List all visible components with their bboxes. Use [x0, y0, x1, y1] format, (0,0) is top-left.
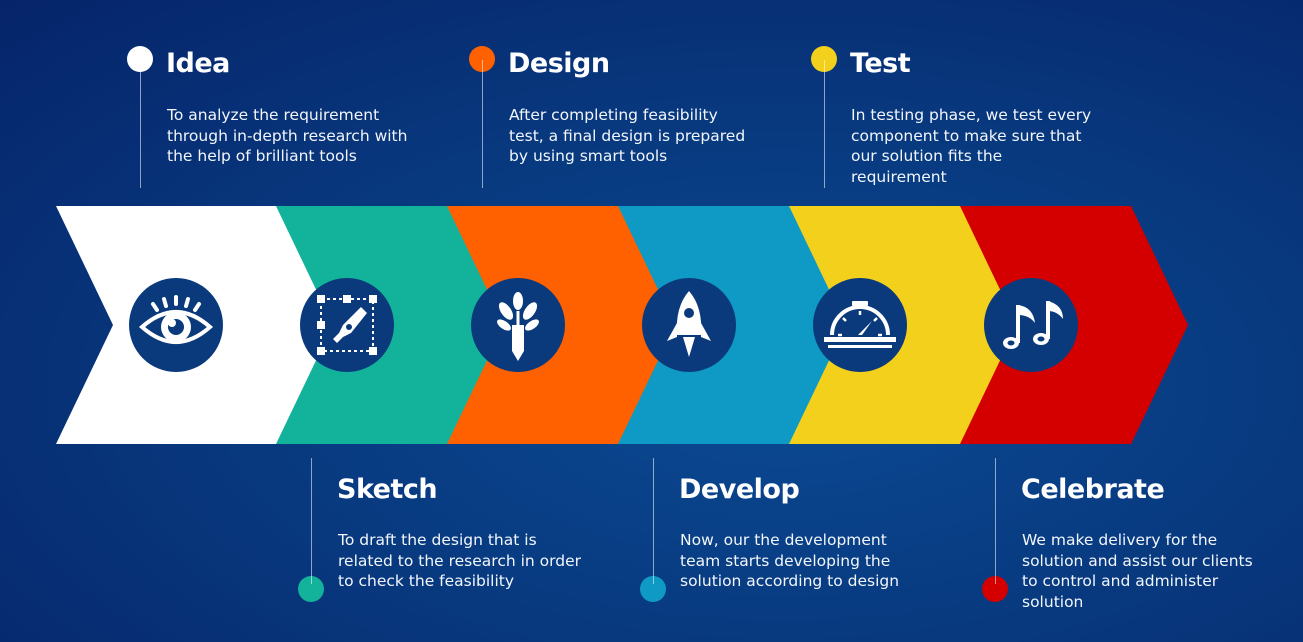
step-title: Sketch	[337, 474, 438, 505]
connector-line	[824, 60, 825, 188]
connector-line	[140, 60, 141, 188]
step-title: Idea	[166, 48, 230, 79]
step-description: We make delivery for the solution and as…	[1022, 531, 1253, 611]
step-description: To draft the design that is related to t…	[338, 531, 581, 590]
step-description: After completing feasibility test, a fin…	[509, 106, 746, 165]
step-title: Test	[850, 48, 911, 79]
eye-icon	[129, 278, 223, 372]
pen-tool-icon	[300, 278, 394, 372]
connector-line	[653, 458, 654, 584]
step-title: Develop	[679, 474, 800, 505]
step-description: To analyze the requirement through in-de…	[167, 106, 408, 165]
step-description: In testing phase, we test every componen…	[851, 106, 1092, 186]
step-title: Design	[508, 48, 610, 79]
connector-line	[995, 458, 996, 584]
connector-line	[482, 60, 483, 188]
music-notes-icon	[984, 278, 1078, 372]
gauge-icon	[813, 278, 907, 372]
step-title: Celebrate	[1021, 474, 1165, 505]
rocket-icon	[642, 278, 736, 372]
connector-line	[311, 458, 312, 584]
step-description: Now, our the development team starts dev…	[680, 531, 900, 590]
pencil-plant-icon	[471, 278, 565, 372]
